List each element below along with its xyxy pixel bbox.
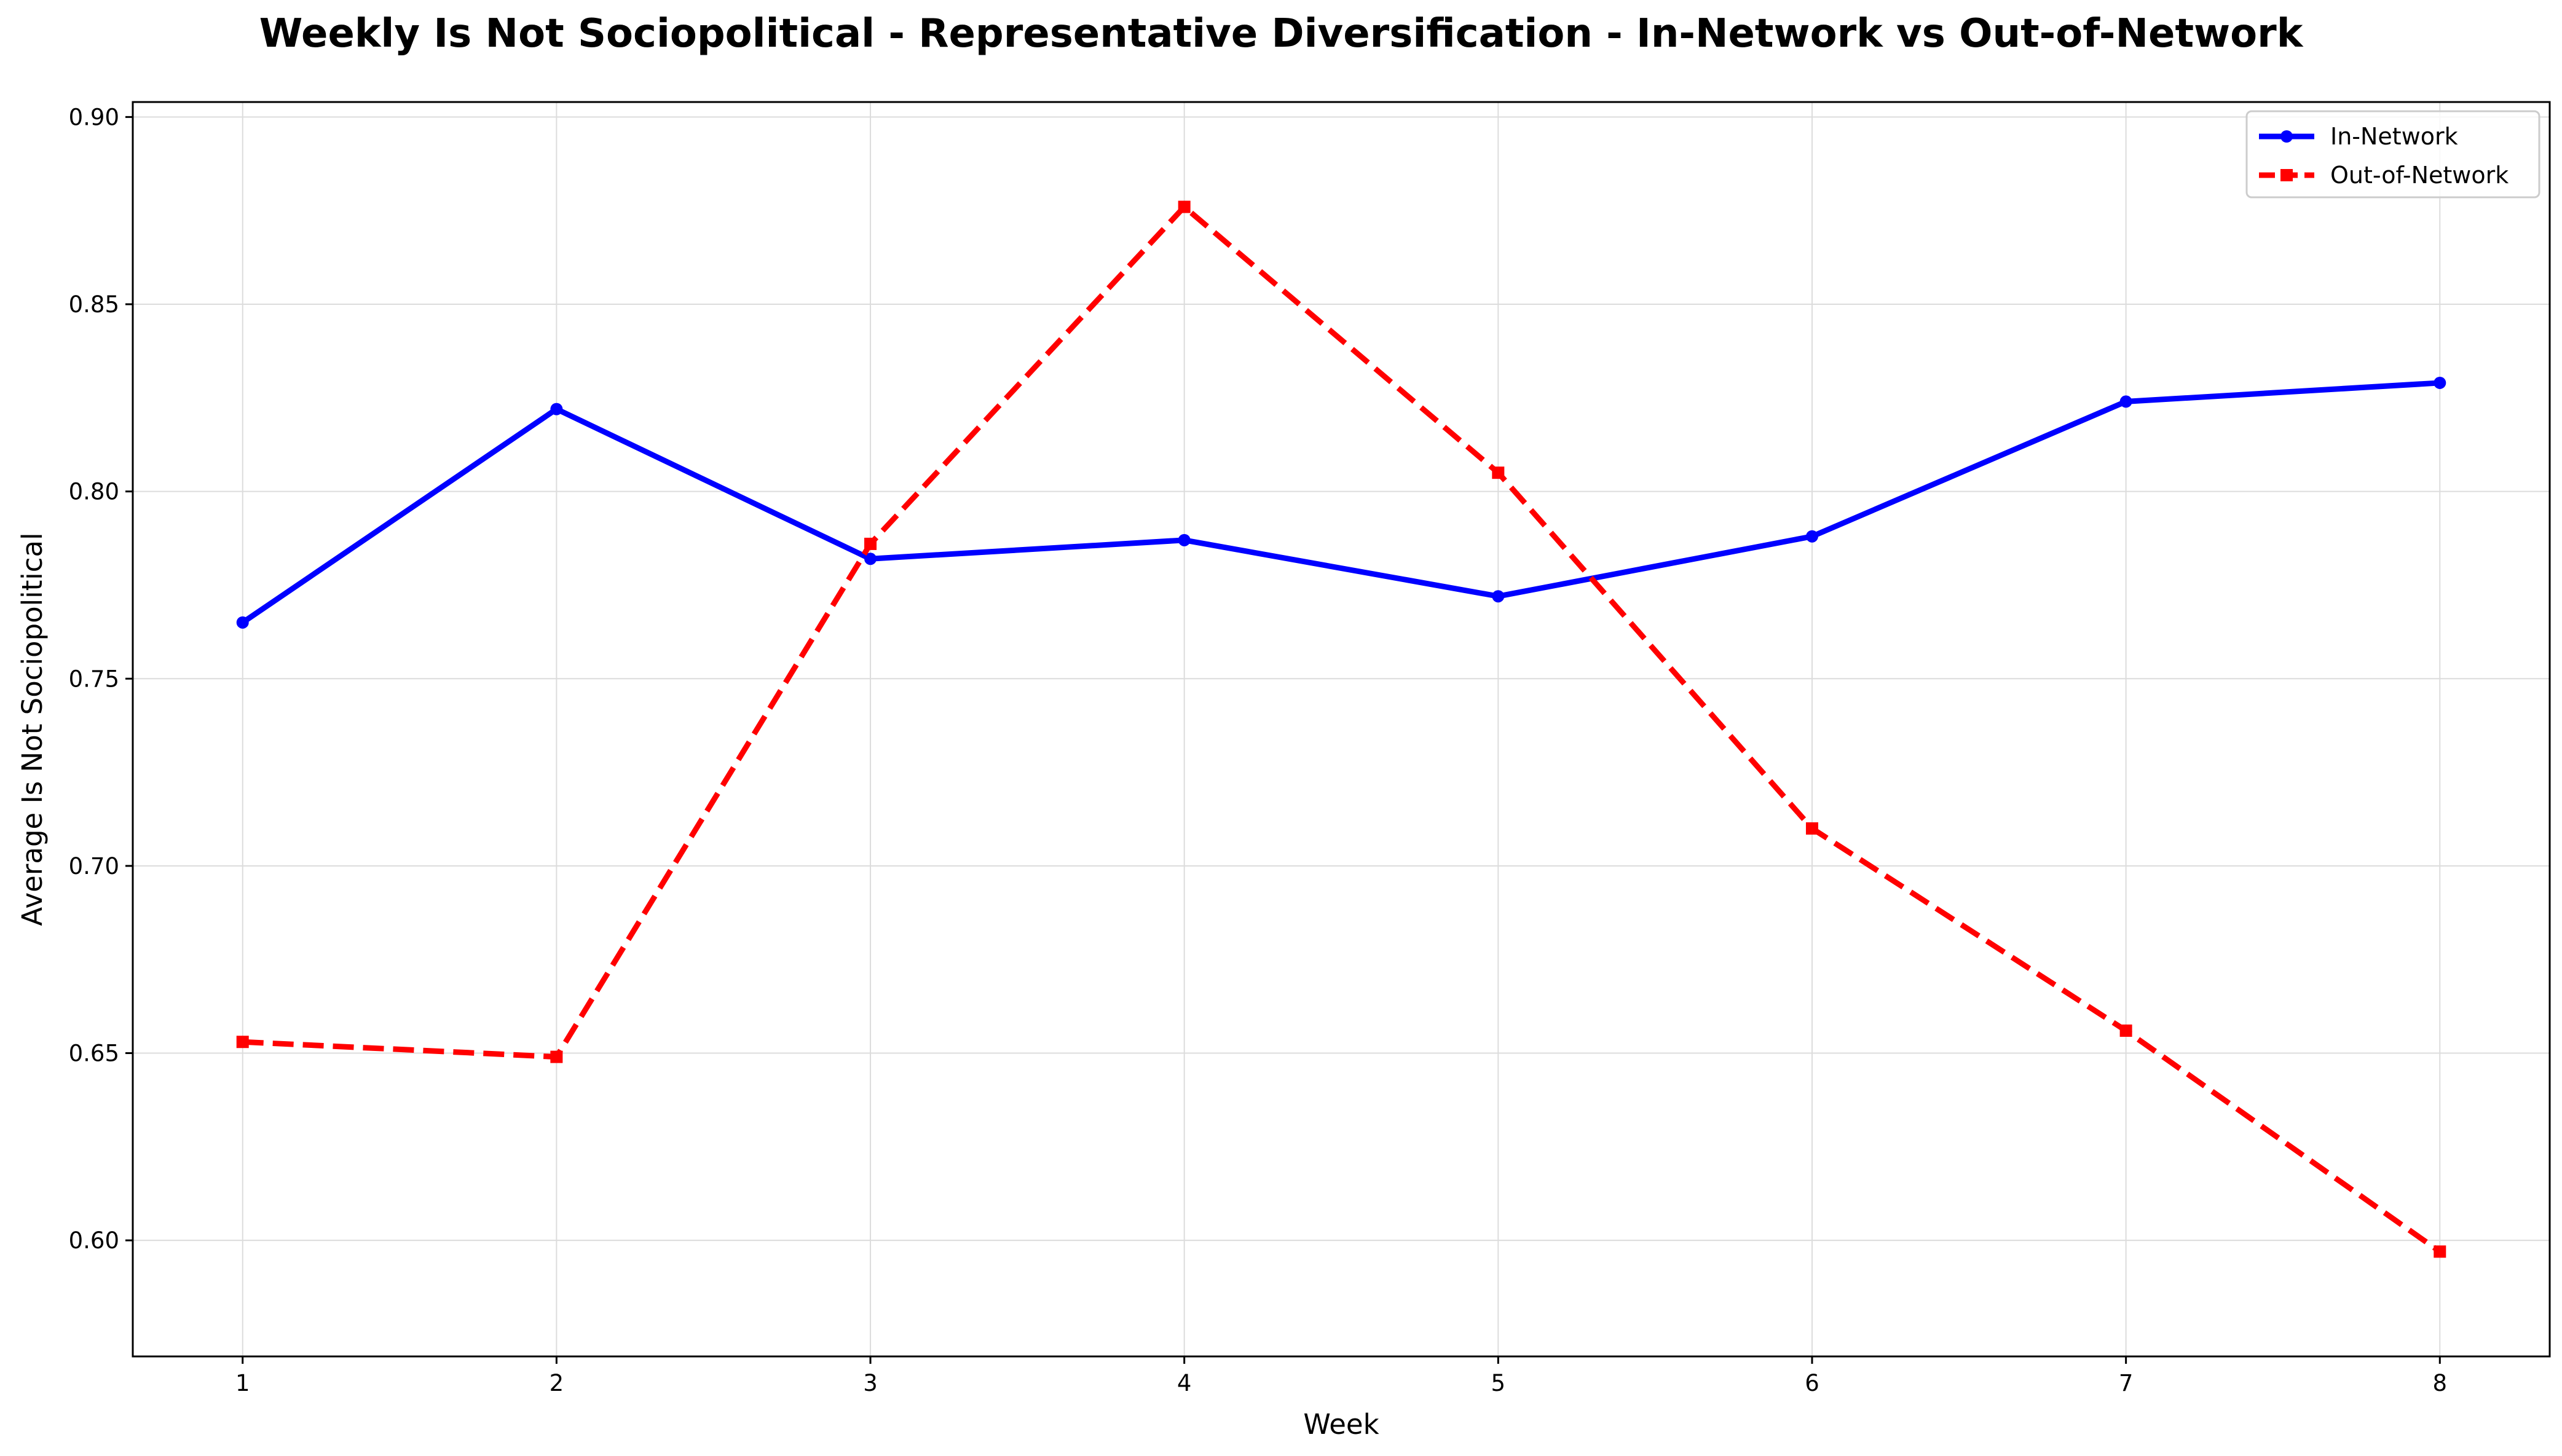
y-tick-label: 0.65 — [69, 1041, 119, 1067]
legend-label: Out-of-Network — [2330, 162, 2509, 189]
x-tick-label: 5 — [1491, 1370, 1506, 1396]
data-point — [1178, 200, 1191, 213]
series-layer — [236, 200, 2446, 1258]
y-tick-label: 0.85 — [69, 291, 119, 318]
x-tick-label: 1 — [235, 1370, 250, 1396]
grid-lines — [133, 102, 2550, 1356]
data-point — [1805, 822, 1818, 835]
data-point — [236, 1036, 249, 1049]
data-point — [1805, 530, 1818, 543]
y-axis-label: Average Is Not Sociopolitical — [16, 532, 49, 926]
data-point — [2119, 395, 2132, 408]
plot-frame — [132, 101, 2551, 1358]
y-tick-label: 0.70 — [69, 853, 119, 880]
x-tick-label: 4 — [1177, 1370, 1192, 1396]
axis-ticks: 1 2 3 4 5 6 7 8 0.60 0.65 0.70 0.75 0.80 0.85 0.90 — [69, 104, 2447, 1396]
x-tick-label: 2 — [550, 1370, 564, 1396]
x-tick-label: 8 — [2432, 1370, 2447, 1396]
legend-label: In-Network — [2330, 123, 2458, 150]
data-point — [1492, 590, 1505, 603]
y-tick-label: 0.90 — [69, 104, 119, 130]
y-tick-label: 0.75 — [69, 666, 119, 692]
data-point — [550, 1050, 563, 1063]
y-tick-label: 0.80 — [69, 479, 119, 505]
legend-marker — [2280, 130, 2293, 143]
y-tick-label: 0.60 — [69, 1227, 119, 1254]
legend-marker — [2280, 169, 2293, 181]
x-axis-label: Week — [1303, 1408, 1379, 1441]
data-point — [2434, 1245, 2446, 1258]
x-tick-label: 3 — [863, 1370, 878, 1396]
series-line — [241, 380, 2440, 625]
data-point — [1178, 533, 1191, 546]
legend: In-Network Out-of-Network — [2245, 110, 2540, 199]
data-point — [236, 616, 249, 629]
data-point — [864, 553, 877, 565]
chart-title: Weekly Is Not Sociopolitical - Represent… — [259, 11, 2303, 57]
data-point — [864, 537, 877, 550]
x-tick-label: 6 — [1805, 1370, 1819, 1396]
series-line — [242, 204, 2442, 1254]
legend-box — [2245, 110, 2540, 199]
x-tick-label: 7 — [2119, 1370, 2134, 1396]
data-point — [2434, 376, 2446, 389]
data-point — [1492, 466, 1505, 479]
data-point — [550, 403, 563, 415]
data-point — [2119, 1024, 2132, 1037]
